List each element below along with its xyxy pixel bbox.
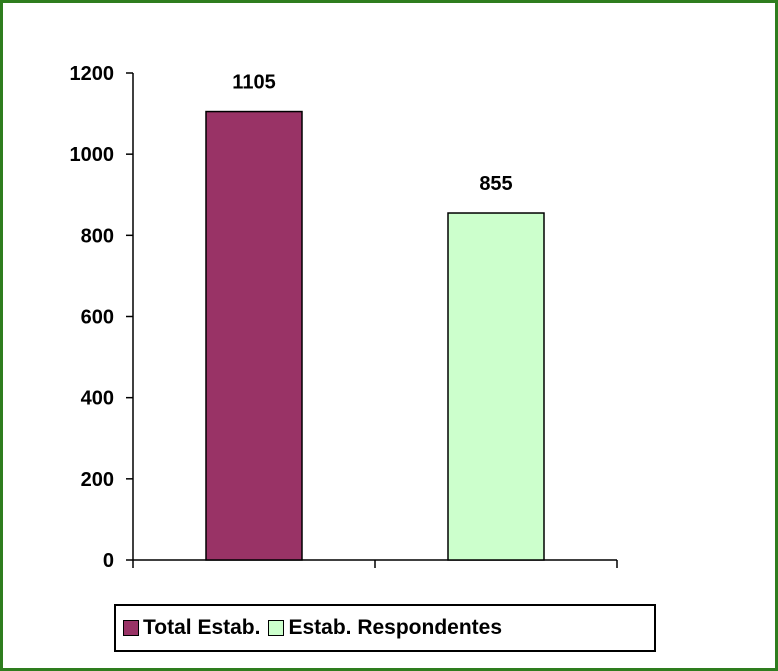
legend-item-total: Total Estab. [123,616,260,640]
y-tick-label: 400 [81,388,114,410]
legend-swatch-total [123,620,139,636]
y-tick-label: 200 [81,469,114,491]
bar-estab-respondentes [447,212,545,561]
data-label-estab-respondentes: 855 [479,173,512,195]
legend-swatch-respondentes [268,620,285,636]
y-tick-label: 0 [103,550,114,572]
legend-item-respondentes: Estab. Respondentes [268,616,502,640]
legend-label-total: Total Estab. [143,616,261,639]
y-tick-label: 1200 [70,63,115,85]
y-tick-label: 800 [81,225,114,247]
bar-total-estab [205,110,303,561]
y-tick-label: 600 [81,307,114,329]
legend-label-respondentes: Estab. Respondentes [288,616,503,639]
y-axis-ticks: 0 200 400 600 800 1000 1200 [70,63,133,572]
data-labels: 1105 855 [232,72,512,195]
legend: Total Estab. Estab. Respondentes [114,604,656,652]
x-axis-ticks [132,560,618,568]
bar-series [205,110,545,561]
data-label-total-estab: 1105 [232,72,275,94]
y-tick-label: 1000 [70,144,115,166]
